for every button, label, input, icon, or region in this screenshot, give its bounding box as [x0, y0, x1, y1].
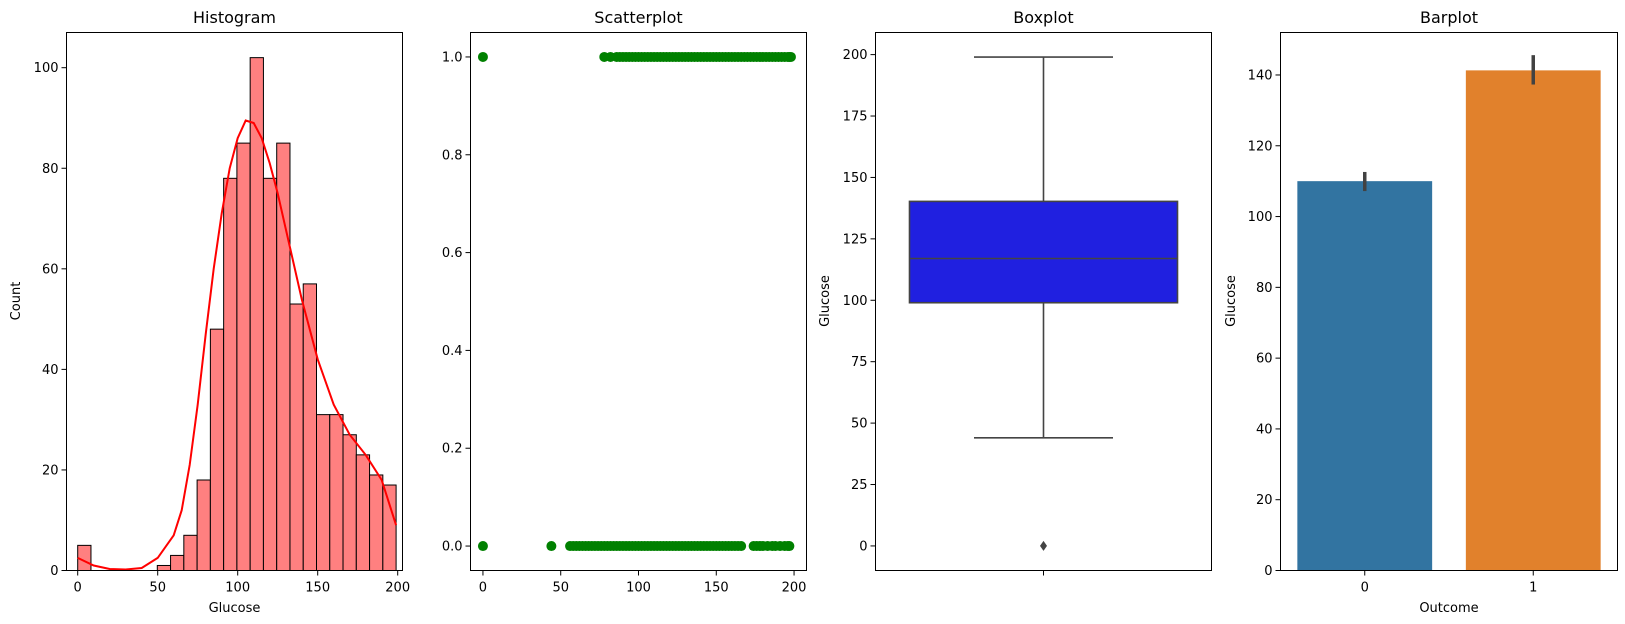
y-tick-label: 20	[1256, 493, 1273, 508]
y-tick-label: 200	[843, 48, 868, 63]
histogram-bar	[262, 177, 278, 571]
y-tick-label: 25	[851, 478, 868, 493]
barplot-frame	[1280, 32, 1618, 571]
y-tick-label: 0	[1264, 564, 1272, 579]
boxplot-title: Boxplot	[1013, 8, 1073, 27]
histogram-xlabel: Glucose	[209, 601, 261, 616]
barplot-ticks: 0 20 40 60 80 100 120 140 0 1	[1248, 68, 1538, 595]
histogram-frame	[66, 32, 403, 571]
y-tick-label: 0.8	[442, 148, 463, 163]
x-tick-label: 0	[479, 581, 487, 596]
y-tick-label: 100	[34, 61, 59, 76]
barplot-bar	[1297, 181, 1433, 571]
barplot-title: Barplot	[1420, 8, 1478, 27]
histogram-bar	[236, 142, 251, 571]
x-tick-label: 150	[704, 581, 729, 596]
y-tick-label: 125	[843, 232, 868, 247]
y-tick-label: 60	[1256, 352, 1273, 367]
scatter-point	[546, 541, 557, 552]
barplot-bar	[1465, 70, 1601, 571]
y-tick-label: 100	[843, 294, 868, 309]
x-tick-label: 100	[626, 581, 651, 596]
y-tick-label: 40	[42, 363, 59, 378]
histogram-panel: Histogram 0 50 100 150 200 0 20 40 60 80 100 Gluco…	[9, 8, 410, 616]
histogram-bar	[276, 142, 291, 571]
y-tick-label: 0	[859, 539, 867, 554]
histogram-bar	[316, 414, 331, 571]
scatterplot-frame	[470, 32, 807, 571]
histogram-bar	[209, 328, 225, 571]
y-tick-label: 80	[42, 162, 59, 177]
x-tick-label: 200	[385, 581, 410, 596]
y-tick-label: 0.0	[442, 540, 463, 555]
histogram-kde-line	[77, 119, 398, 571]
boxplot-outlier	[1040, 540, 1047, 551]
histogram-bar	[249, 57, 264, 571]
y-tick-label: 60	[42, 262, 59, 277]
histogram-ticks: 0 50 100 150 200 0 20 40 60 80 100	[34, 61, 410, 595]
y-tick-label: 100	[1248, 210, 1273, 225]
y-tick-label: 1.0	[442, 50, 463, 65]
boxplot-ticks: 0 25 50 75 100 125 150 175 200	[843, 48, 1044, 576]
scatterplot-ticks: 0 50 100 150 200 0.0 0.2 0.4 0.6 0.8 1.0	[442, 50, 807, 595]
histogram-title: Histogram	[193, 8, 276, 27]
y-tick-label: 20	[42, 463, 59, 478]
x-tick-label: 200	[782, 581, 807, 596]
scatter-point	[477, 51, 488, 62]
y-tick-label: 75	[851, 355, 868, 370]
y-tick-label: 150	[843, 171, 868, 186]
boxplot-panel: Boxplot 0 25 50 75 100 125 150 175 200 Glucose	[818, 8, 1212, 576]
histogram-bar	[289, 303, 304, 571]
barplot-xlabel: Outcome	[1419, 601, 1478, 616]
barplot-bars	[1297, 55, 1601, 571]
scatter-point	[785, 51, 796, 62]
x-tick-label: 150	[305, 581, 330, 596]
histogram-bar	[369, 474, 384, 571]
histogram-bar	[329, 414, 344, 571]
boxplot-ylabel: Glucose	[818, 275, 833, 327]
y-tick-label: 50	[851, 417, 868, 432]
boxplot-iqr-box	[908, 200, 1179, 304]
x-tick-label: 1	[1529, 581, 1537, 596]
x-tick-label: 100	[225, 581, 250, 596]
histogram-bar	[196, 479, 211, 571]
scatter-point	[736, 541, 747, 552]
histogram-bar	[355, 454, 371, 571]
histogram-bar	[170, 554, 185, 572]
scatterplot-panel: Scatterplot 0 50 100 150 200 0.0 0.2 0.4 0.6 0.8 1…	[442, 8, 807, 596]
y-tick-label: 175	[843, 110, 868, 125]
histogram-bins	[77, 57, 397, 572]
barplot-panel: Barplot 0 20 40 60 80 100 120 140 0 1 Outcome Glu…	[1224, 8, 1618, 616]
histogram-bar	[382, 484, 397, 572]
scatterplot-points	[477, 51, 796, 552]
histogram-ylabel: Count	[9, 282, 24, 321]
y-tick-label: 120	[1248, 139, 1273, 154]
x-tick-label: 50	[149, 581, 166, 596]
histogram-bar	[156, 564, 172, 572]
y-tick-label: 80	[1256, 281, 1273, 296]
scatter-point	[477, 541, 488, 552]
scatter-point	[784, 541, 795, 552]
y-tick-label: 0	[50, 564, 58, 579]
histogram-bar	[342, 434, 357, 571]
x-tick-label: 0	[74, 581, 82, 596]
y-tick-label: 0.4	[442, 344, 463, 359]
x-tick-label: 0	[1361, 581, 1369, 596]
y-tick-label: 140	[1248, 68, 1273, 83]
histogram-bar	[223, 177, 238, 571]
y-tick-label: 0.2	[442, 442, 463, 457]
boxplot-frame	[875, 32, 1212, 571]
boxplot-box	[908, 56, 1179, 551]
y-tick-label: 0.6	[442, 246, 463, 261]
barplot-ylabel: Glucose	[1224, 275, 1239, 327]
histogram-bar	[183, 534, 198, 571]
scatterplot-title: Scatterplot	[594, 8, 682, 27]
y-tick-label: 40	[1256, 422, 1273, 437]
x-tick-label: 50	[552, 581, 569, 596]
